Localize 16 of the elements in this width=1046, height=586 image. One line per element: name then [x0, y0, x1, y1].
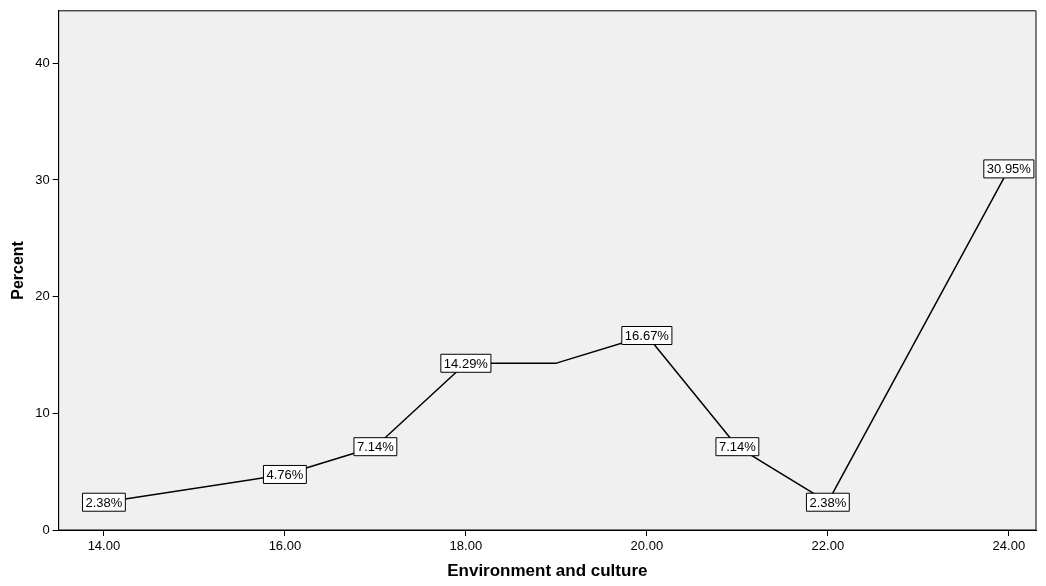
x-tick-label: 20.00 [630, 538, 664, 554]
y-tick-label: 0 [42, 521, 50, 537]
data-label: 30.95% [986, 161, 1032, 177]
y-tick-label: 40 [35, 54, 50, 70]
x-axis-title: Environment and culture [447, 561, 648, 581]
x-tick-label: 14.00 [87, 538, 121, 554]
x-tick-label: 16.00 [268, 538, 302, 554]
y-tick-label: 20 [35, 288, 50, 304]
data-label: 16.67% [624, 328, 670, 344]
y-axis-title: Percent [9, 240, 27, 300]
y-tick-label: 30 [35, 171, 50, 187]
x-tick-label: 18.00 [449, 538, 483, 554]
x-tick-label: 24.00 [992, 538, 1026, 554]
data-label: 14.29% [443, 355, 489, 371]
y-tick-label: 10 [35, 404, 50, 420]
x-tick-label: 22.00 [811, 538, 845, 554]
